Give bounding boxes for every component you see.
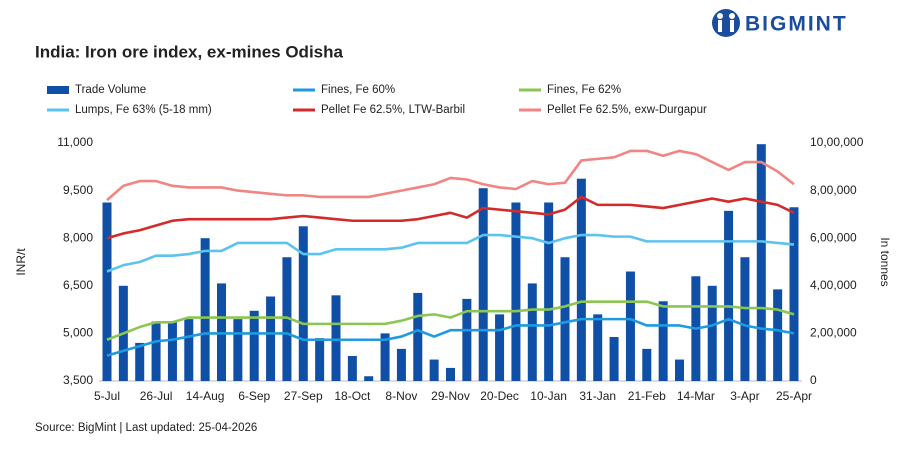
line-series: [106, 317, 795, 357]
bar: [495, 314, 505, 381]
bar: [773, 289, 783, 381]
bar: [184, 319, 194, 381]
x-tick-label: 6-Sep: [238, 389, 270, 403]
x-tick-label: 27-Sep: [284, 389, 323, 403]
y2-tick-label: 4,00,000: [810, 278, 857, 292]
line-series: [106, 300, 795, 341]
y-axis-title: INR/t: [14, 248, 28, 276]
y-tick-label: 5,000: [63, 326, 93, 340]
legend-swatch: [47, 86, 69, 94]
y-tick-label: 6,500: [63, 278, 93, 292]
legend-label: Fines, Fe 62%: [547, 84, 621, 96]
line-series: [106, 149, 795, 202]
bar: [560, 257, 570, 381]
bar: [331, 295, 341, 381]
bar: [380, 333, 390, 381]
x-tick-label: 3-Apr: [730, 389, 759, 403]
chart-title: India: Iron ore index, ex-mines Odisha: [35, 42, 344, 61]
bar: [675, 359, 684, 381]
bar: [135, 342, 145, 381]
x-tick-label: 31-Jan: [579, 389, 616, 403]
bar: [429, 359, 439, 381]
x-tick-label: 29-Nov: [431, 389, 470, 403]
line-series: [106, 195, 795, 240]
y2-tick-label: 2,00,000: [810, 326, 857, 340]
bar: [167, 321, 177, 381]
bar: [396, 348, 406, 381]
bar: [609, 336, 619, 381]
bar: [200, 238, 210, 381]
brand-logo: BIGMINT: [712, 9, 848, 37]
bar: [527, 283, 537, 381]
bar: [740, 257, 750, 381]
bar: [266, 296, 276, 381]
bar: [102, 202, 112, 381]
bar: [625, 271, 635, 381]
x-tick-label: 10-Jan: [530, 389, 567, 403]
bar: [789, 207, 799, 381]
bar: [462, 298, 472, 381]
bar: [576, 178, 586, 381]
y-tick-label: 3,500: [63, 373, 93, 387]
bar: [315, 338, 325, 381]
bar: [249, 310, 259, 381]
bar: [724, 210, 734, 381]
y2-tick-label: 10,00,000: [810, 135, 864, 149]
y2-tick-label: 0: [810, 373, 817, 387]
x-tick-label: 20-Dec: [480, 389, 519, 403]
y2-axis-title: In tonnes: [878, 237, 892, 286]
x-tick-label: 25-Apr: [776, 389, 812, 403]
legend-label: Fines, Fe 60%: [321, 84, 395, 96]
bar: [282, 257, 292, 381]
bar: [413, 292, 423, 381]
bar: [593, 314, 603, 381]
x-tick-label: 14-Aug: [186, 389, 225, 403]
legend-label: Pellet Fe 62.5%, exw-Durgapur: [547, 104, 707, 116]
bar: [658, 301, 668, 381]
y2-tick-label: 8,00,000: [810, 183, 857, 197]
brand-name: BIGMINT: [745, 13, 848, 36]
x-tick-label: 5-Jul: [94, 389, 120, 403]
bar: [642, 348, 652, 381]
y-tick-label: 8,000: [63, 230, 93, 244]
bar: [446, 367, 455, 381]
x-tick-label: 8-Nov: [385, 389, 417, 403]
y-tick-label: 9,500: [63, 183, 93, 197]
bar: [707, 285, 717, 381]
y2-tick-label: 6,00,000: [810, 230, 857, 244]
x-tick-label: 14-Mar: [677, 389, 715, 403]
x-tick-label: 26-Jul: [140, 389, 173, 403]
y-tick-label: 11,000: [57, 135, 93, 149]
bar: [298, 226, 308, 381]
legend-label: Trade Volume: [75, 84, 146, 96]
x-tick-label: 21-Feb: [628, 389, 666, 403]
bar: [364, 376, 374, 381]
legend-label: Pellet Fe 62.5%, LTW-Barbil: [321, 104, 465, 116]
x-tick-label: 18-Oct: [334, 389, 371, 403]
line-series: [106, 233, 795, 273]
bar: [544, 202, 554, 381]
legend-label: Lumps, Fe 63% (5-18 mm): [75, 104, 212, 116]
bar: [756, 144, 766, 381]
source-note: Source: BigMint | Last updated: 25-04-20…: [35, 422, 257, 434]
bar: [151, 321, 161, 381]
logo-icon: [712, 9, 740, 37]
bar: [347, 356, 357, 381]
bar: [478, 188, 488, 381]
bar: [233, 319, 243, 381]
bar: [511, 202, 521, 381]
